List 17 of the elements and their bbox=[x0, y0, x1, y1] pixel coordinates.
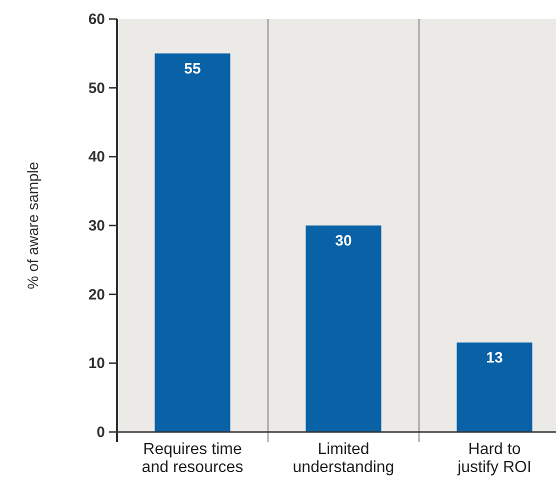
y-axis-title: % of aware sample bbox=[25, 162, 42, 290]
bar bbox=[456, 342, 532, 432]
y-tick-label: 20 bbox=[88, 286, 105, 304]
data-label: 13 bbox=[486, 350, 503, 367]
data-label: 55 bbox=[184, 60, 201, 78]
y-tick-label: 30 bbox=[88, 218, 105, 234]
x-tick-label: Limited understanding bbox=[292, 441, 394, 476]
bar bbox=[306, 226, 382, 432]
x-tick-label: Hard to justify ROI bbox=[456, 441, 532, 476]
x-tick-label: Requires time and resources bbox=[142, 441, 244, 476]
y-tick-label: 0 bbox=[96, 424, 105, 441]
y-tick-label: 50 bbox=[88, 80, 105, 97]
y-tick-label: 60 bbox=[88, 11, 105, 28]
y-tick-label: 40 bbox=[88, 148, 105, 166]
y-tick-label: 10 bbox=[88, 355, 105, 372]
data-label: 30 bbox=[335, 232, 352, 250]
bar bbox=[154, 53, 230, 432]
